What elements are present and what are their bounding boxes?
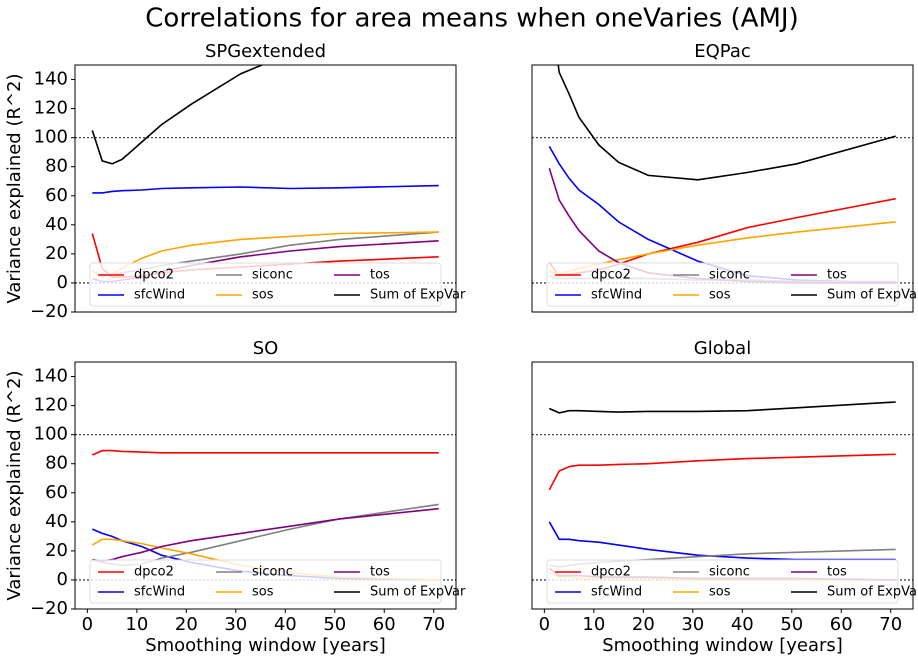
y-tick-label: 0: [57, 569, 68, 590]
x-tick-label: 30: [681, 614, 704, 635]
y-axis-label: Variance explained (R^2): [4, 73, 25, 303]
y-tick-label: −20: [30, 301, 68, 322]
plot-frame: [531, 64, 914, 313]
y-tick-label: −20: [30, 598, 68, 619]
y-tick-label: 20: [45, 243, 68, 264]
x-tick-label: 60: [830, 614, 853, 635]
x-tick-label: 30: [224, 614, 247, 635]
y-tick-label: 80: [45, 453, 68, 474]
legend-label: dpco2: [591, 268, 631, 283]
legend-label: Sum of ExpVar: [370, 585, 466, 600]
y-tick-label: 40: [45, 511, 68, 532]
x-tick-label: 60: [373, 614, 396, 635]
y-tick-label: 120: [34, 395, 68, 416]
y-tick-label: 120: [34, 98, 68, 119]
x-tick-label: 40: [274, 614, 297, 635]
figure-title: Correlations for area means when oneVari…: [145, 4, 798, 34]
plot-frame: [74, 361, 457, 610]
legend-label: tos: [370, 565, 390, 580]
x-tick-label: 20: [632, 614, 655, 635]
x-tick-label: 70: [879, 614, 902, 635]
y-tick-label: 60: [45, 185, 68, 206]
y-tick-label: 100: [34, 127, 68, 148]
plot-lines: [548, 401, 896, 581]
legend-label: siconc: [252, 268, 293, 283]
legend-label: sos: [252, 585, 274, 600]
y-tick-label: 20: [45, 540, 68, 561]
legend-label: sfcWind: [134, 585, 185, 600]
y-tick-label: 140: [34, 69, 68, 90]
legend-label: Sum of ExpVar: [827, 288, 918, 303]
y-tick-label: 80: [45, 156, 68, 177]
subplot-title: EQPac: [694, 41, 751, 62]
legend-label: sos: [709, 585, 731, 600]
subplot-title: SO: [253, 338, 279, 359]
plot-frame: [531, 361, 914, 610]
legend-label: tos: [827, 565, 847, 580]
series-line: [557, 65, 896, 181]
series-line: [548, 146, 896, 284]
legend-label: sos: [709, 288, 731, 303]
x-tick-label: 50: [780, 614, 803, 635]
x-tick-label: 0: [82, 614, 93, 635]
y-tick-label: 140: [34, 366, 68, 387]
legend-label: Sum of ExpVar: [827, 585, 918, 600]
plot-frame: [74, 64, 457, 313]
x-tick-label: 50: [323, 614, 346, 635]
legend-label: sfcWind: [591, 585, 642, 600]
x-axis-label: Smoothing window [years]: [145, 635, 386, 656]
legend-label: siconc: [709, 268, 750, 283]
x-tick-label: 40: [731, 614, 754, 635]
series-line: [91, 65, 265, 165]
legend-label: tos: [827, 268, 847, 283]
x-tick-label: 20: [175, 614, 198, 635]
series-line: [548, 401, 896, 414]
legend-label: siconc: [252, 565, 293, 580]
subplot-title: SPGextended: [205, 41, 326, 62]
y-tick-label: 0: [57, 272, 68, 293]
legend-label: dpco2: [134, 565, 174, 580]
subplot-title: Global: [694, 338, 751, 359]
legend-label: Sum of ExpVar: [370, 288, 466, 303]
legend-label: sfcWind: [591, 288, 642, 303]
x-tick-label: 10: [582, 614, 605, 635]
y-tick-label: 60: [45, 482, 68, 503]
series-line: [92, 184, 439, 194]
legend-label: dpco2: [134, 268, 174, 283]
legend-label: siconc: [709, 565, 750, 580]
legend-label: dpco2: [591, 565, 631, 580]
legend-label: sos: [252, 288, 274, 303]
series-line: [548, 453, 896, 491]
y-tick-label: 40: [45, 214, 68, 235]
x-tick-label: 0: [539, 614, 550, 635]
y-tick-label: 100: [34, 424, 68, 445]
legend-label: tos: [370, 268, 390, 283]
x-axis-label: Smoothing window [years]: [602, 635, 843, 656]
series-line: [548, 521, 896, 561]
y-axis-label: Variance explained (R^2): [4, 370, 25, 600]
legend-label: sfcWind: [134, 288, 185, 303]
x-tick-label: 70: [422, 614, 445, 635]
series-line: [91, 449, 439, 456]
x-tick-label: 10: [125, 614, 148, 635]
